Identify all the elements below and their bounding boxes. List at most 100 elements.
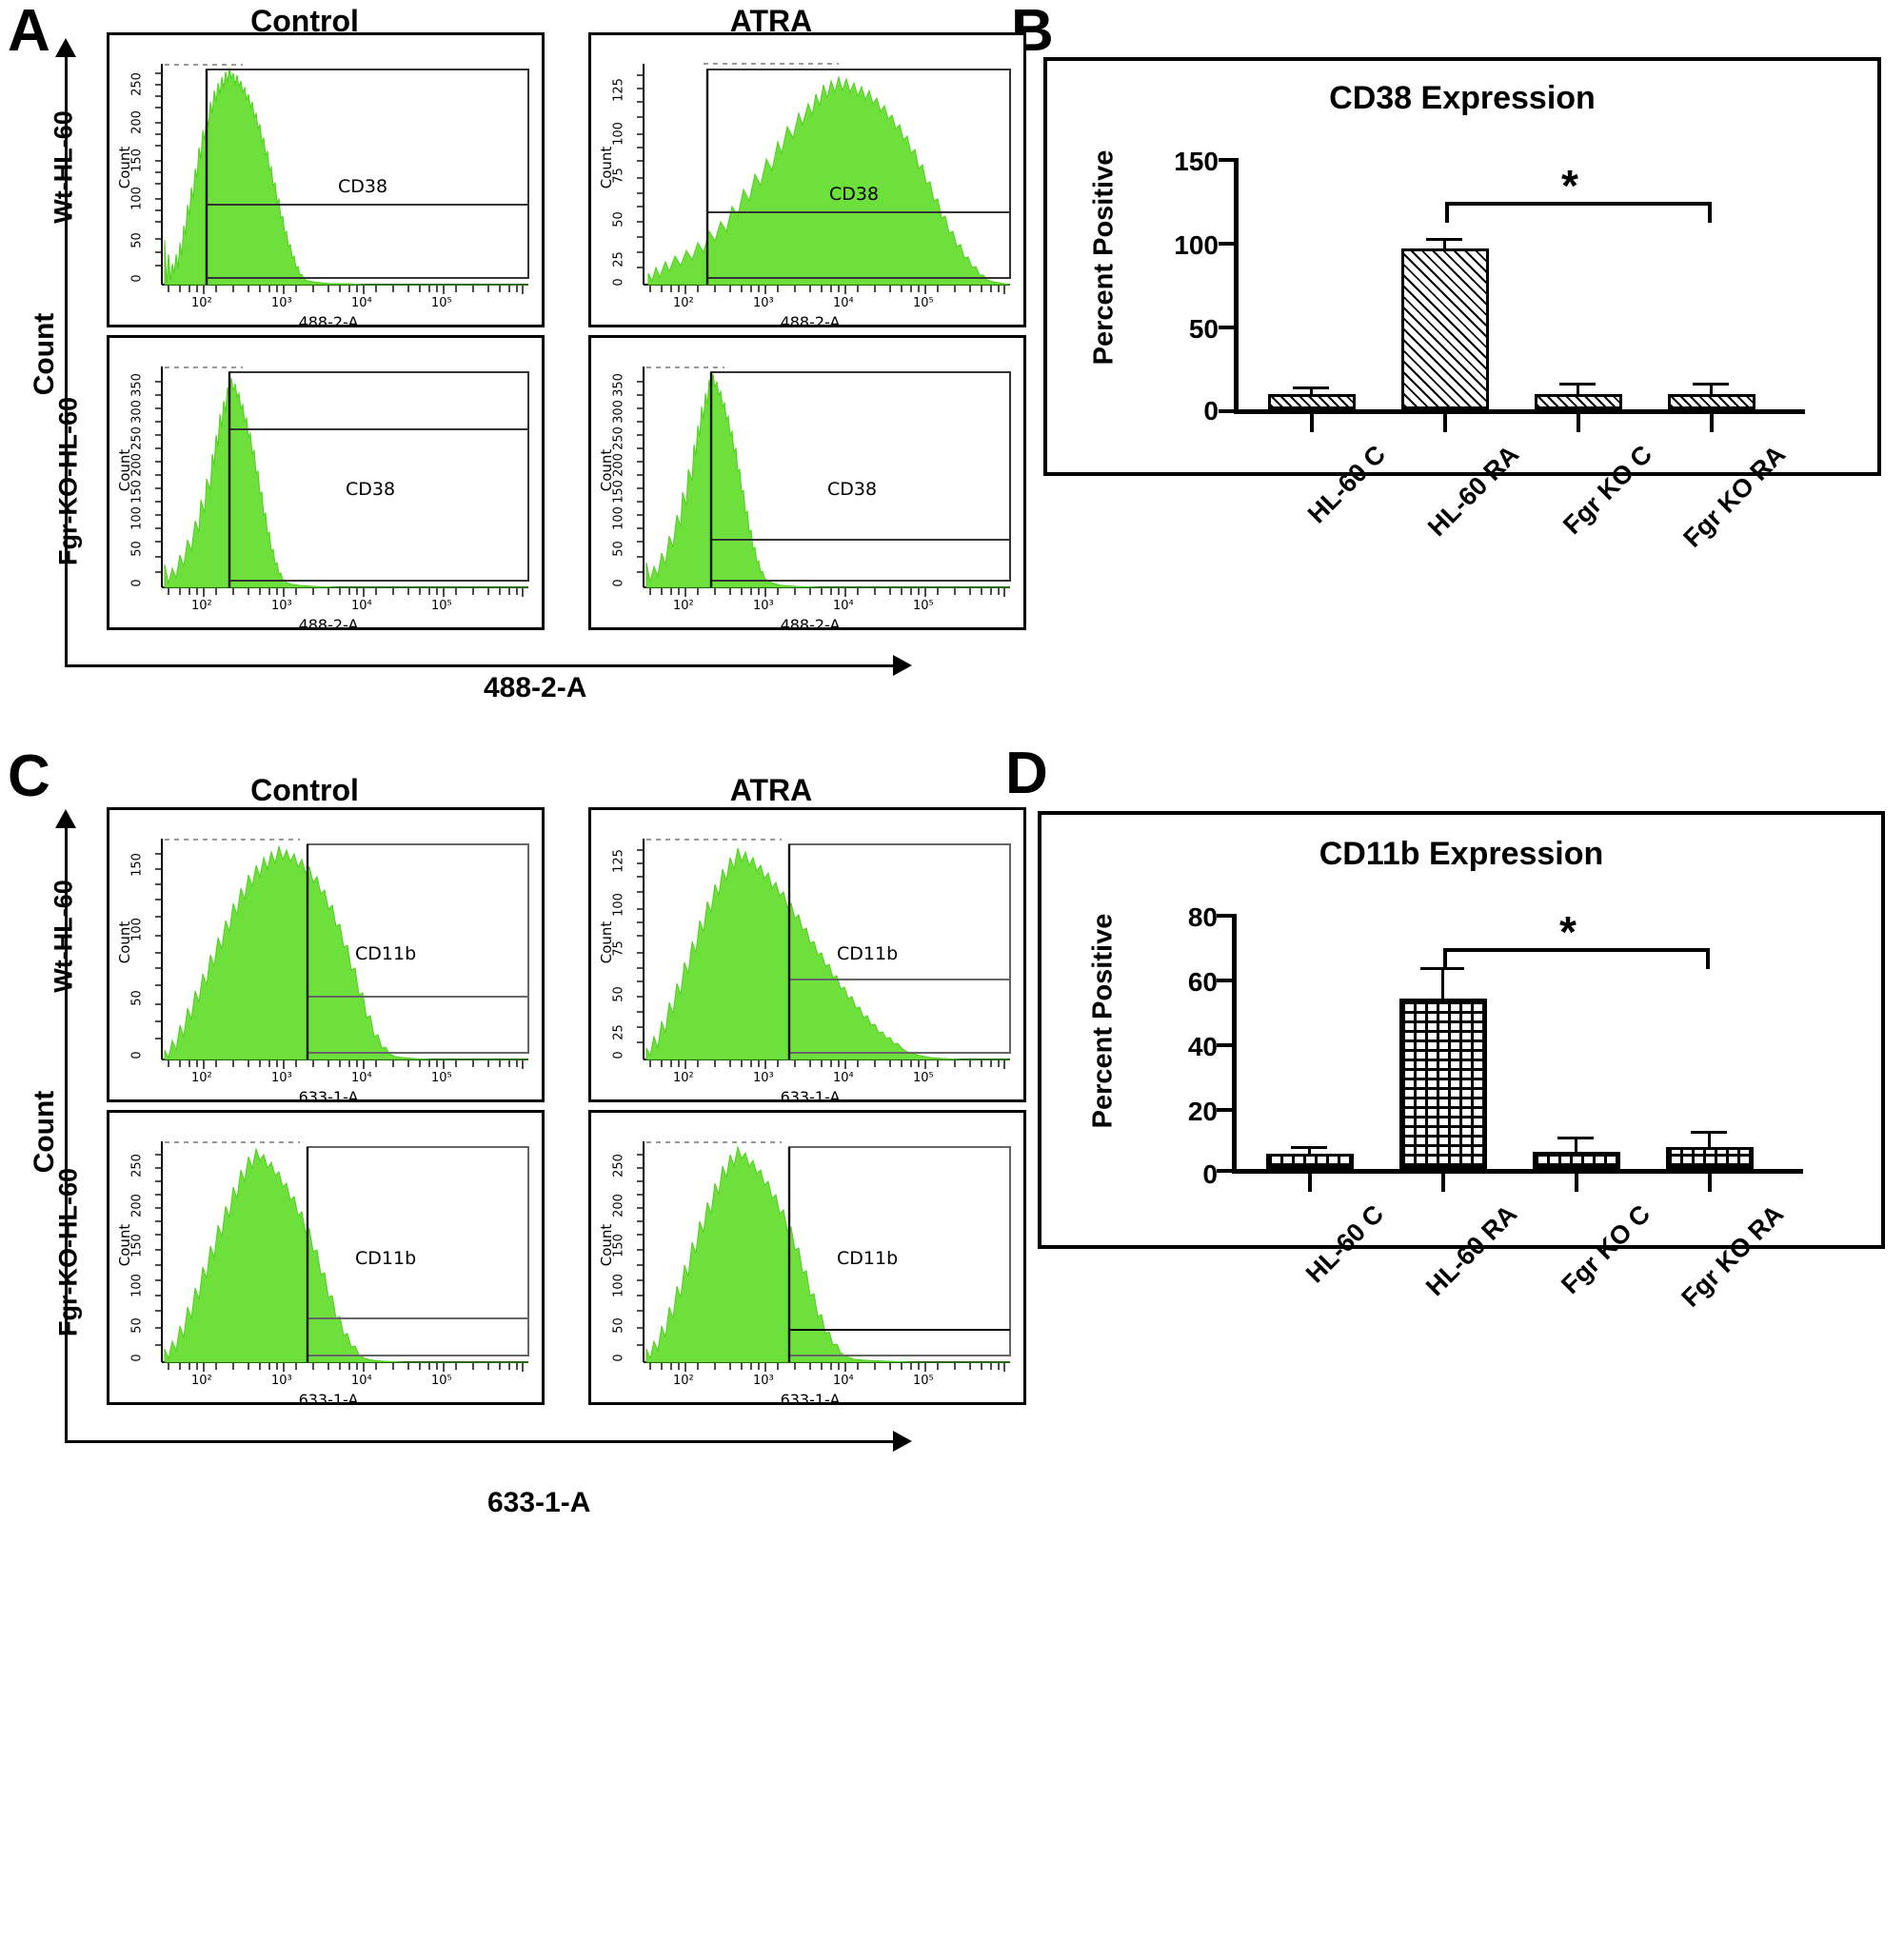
panel-b-significance-bracket: [1445, 202, 1712, 223]
fc-xtick-c3-e4: 10⁴: [351, 1374, 372, 1388]
panel-d-ytick-0: 0: [1202, 1159, 1218, 1189]
bar-d-hl60-ra: [1399, 999, 1487, 1169]
panel-a-x-axis-label: 488-2-A: [484, 672, 587, 703]
panel-b-ytick-0: 0: [1203, 396, 1219, 426]
panel-d-significance-bracket: [1443, 948, 1710, 969]
panel-d-ytick-80: 80: [1187, 902, 1218, 932]
fc-xtick-c1-e5: 10⁵: [431, 1071, 452, 1085]
errorbar-d-fgrko-ra-cap: [1691, 1131, 1727, 1134]
gate-label-a1: CD38: [338, 176, 388, 197]
fc-xtick-a4-e5: 10⁵: [913, 599, 934, 613]
fc-xtick-c3-e5: 10⁵: [431, 1374, 452, 1388]
errorbar-b-fgrko-ra-stem: [1710, 383, 1713, 396]
fc-xtick-c2-e5: 10⁵: [913, 1071, 934, 1085]
fc-xtick-c3-e3: 10³: [271, 1374, 292, 1388]
panel-a-row-label-ko: Fgr-KO-HL-60: [53, 397, 83, 565]
errorbar-d-hl60-ra-stem: [1441, 967, 1444, 1001]
fc-xlabel-c1: 633-1-A: [298, 1088, 359, 1106]
panel-b-tick-100: [1219, 242, 1236, 246]
panel-b-title: CD38 Expression: [1329, 80, 1596, 116]
fc-xtick-a3-e2: 10²: [191, 599, 212, 613]
gate-label-a2: CD38: [829, 184, 880, 205]
flow-plot-c-ko-atra: Count 250 200 150 100 50 0: [588, 1110, 1026, 1409]
bar-b-hl60-ra: [1401, 248, 1489, 409]
panel-letter-a: A: [8, 0, 50, 64]
fc-xtick-c4-e2: 10²: [673, 1374, 694, 1388]
panel-b-tick-0: [1219, 409, 1236, 413]
fc-xtick-a2-e5: 10⁵: [913, 296, 934, 310]
panel-d-ytick-40: 40: [1187, 1032, 1218, 1061]
panel-b-xtick-1: [1310, 413, 1314, 432]
panel-d-xlabel-hl60-ra: HL-60 RA: [1420, 1199, 1523, 1302]
panel-c-x-axis-arrow: [65, 1440, 895, 1443]
panel-c-column-header-atra: ATRA: [729, 773, 813, 807]
panel-d-xlabel-hl60-c: HL-60 C: [1299, 1199, 1390, 1289]
panel-d-xtick-4: [1708, 1173, 1712, 1192]
panel-d-tick-20: [1217, 1108, 1234, 1112]
flow-plot-a-ko-atra: Count 350 300 250 200 150 100 50 0: [588, 335, 1026, 634]
errorbar-b-fgrko-c-stem: [1577, 383, 1579, 396]
fc-xtick-a1-e4: 10⁴: [351, 296, 372, 310]
panel-a-x-arrowhead-icon: [893, 655, 912, 676]
fc-xtick-a4-e4: 10⁴: [833, 599, 854, 613]
flow-plot-a-wt-control: Count 250 200 150 100 50 0: [107, 32, 545, 331]
panel-d-xlabel-fgrko-c: Fgr KO C: [1556, 1199, 1656, 1300]
fc-xtick-a2-e4: 10⁴: [833, 296, 854, 310]
panel-b-tick-150: [1219, 158, 1236, 162]
panel-b-chart: CD38 Expression Percent Positive 150 100…: [1043, 57, 1881, 553]
fc-xtick-a1-e5: 10⁵: [431, 296, 452, 310]
panel-d-xtick-3: [1575, 1173, 1578, 1192]
fc-xtick-a1-e2: 10²: [191, 296, 212, 310]
panel-b-significance-star: *: [1561, 161, 1578, 210]
fc-xtick-a2-e3: 10³: [753, 296, 774, 310]
panel-d-tick-0: [1217, 1169, 1234, 1173]
bar-b-hl60-c: [1268, 394, 1356, 409]
fc-xtick-c1-e3: 10³: [271, 1071, 292, 1085]
fc-xtick-a4-e3: 10³: [753, 599, 774, 613]
panel-b-x-axis: [1234, 409, 1805, 414]
panel-d-ylabel: Percent Positive: [1087, 913, 1119, 1129]
panel-b-ytick-100: 100: [1174, 230, 1219, 260]
panel-c-row-label-wt: Wt-HL-60: [49, 880, 78, 993]
gate-label-c2: CD11b: [837, 943, 899, 964]
fc-xlabel-a3: 488-2-A: [298, 616, 359, 634]
fc-xtick-c4-e4: 10⁴: [833, 1374, 854, 1388]
errorbar-b-fgrko-c-cap: [1559, 383, 1596, 386]
gate-label-c3: CD11b: [355, 1248, 417, 1269]
panel-c-x-arrowhead-icon: [893, 1431, 912, 1452]
panel-c-y-axis-arrow: [65, 828, 68, 1442]
fc-xlabel-c2: 633-1-A: [780, 1088, 841, 1106]
panel-d-x-axis: [1232, 1169, 1803, 1174]
bar-b-fgrko-c: [1535, 394, 1622, 409]
fc-xtick-a2-e2: 10²: [673, 296, 694, 310]
errorbar-b-hl60-c-stem: [1310, 386, 1313, 396]
bar-d-hl60-c: [1266, 1154, 1354, 1169]
fc-xlabel-c4: 633-1-A: [780, 1391, 841, 1409]
panel-d-tick-80: [1217, 914, 1234, 918]
fc-xtick-c2-e4: 10⁴: [833, 1071, 854, 1085]
errorbar-d-fgrko-c-stem: [1575, 1137, 1577, 1154]
fc-xtick-a3-e5: 10⁵: [431, 599, 452, 613]
panel-c-y-arrowhead-icon: [55, 809, 76, 828]
flow-plot-a-ko-control: Count 350 300 250 200 150 100 50 0: [107, 335, 545, 634]
panel-b-xlabel-hl60-c: HL-60 C: [1301, 440, 1392, 529]
fc-xtick-c1-e2: 10²: [191, 1071, 212, 1085]
errorbar-d-hl60-c-cap: [1291, 1146, 1327, 1149]
fc-xtick-a1-e3: 10³: [271, 296, 292, 310]
panel-b-xtick-3: [1577, 413, 1580, 432]
fc-xtick-c3-e2: 10²: [191, 1374, 212, 1388]
panel-c-row-label-ko: Fgr-KO-HL-60: [53, 1168, 83, 1336]
fc-xlabel-a2: 488-2-A: [780, 313, 841, 331]
panel-d-ytick-60: 60: [1187, 967, 1218, 997]
panel-d-xtick-2: [1441, 1173, 1445, 1192]
fc-xtick-a3-e3: 10³: [271, 599, 292, 613]
gate-label-a4: CD38: [827, 479, 878, 500]
panel-a-x-axis-arrow: [65, 664, 895, 667]
panel-d-xlabel-fgrko-ra: Fgr KO RA: [1676, 1199, 1790, 1313]
panel-d-title: CD11b Expression: [1319, 836, 1604, 872]
fc-xlabel-a1: 488-2-A: [298, 313, 359, 331]
errorbar-b-hl60-ra-cap: [1426, 238, 1462, 241]
errorbar-d-hl60-ra-cap: [1420, 967, 1464, 970]
panel-letter-c: C: [8, 743, 50, 809]
